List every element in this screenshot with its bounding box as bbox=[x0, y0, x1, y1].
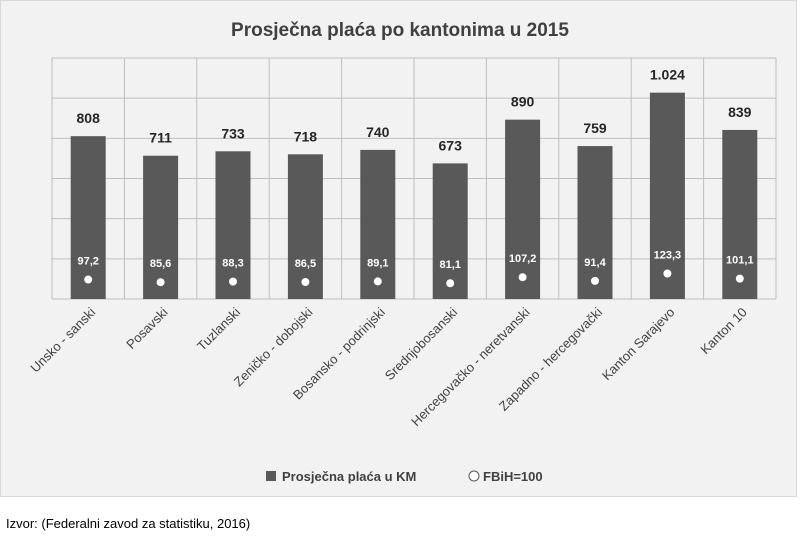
legend-marker-swatch bbox=[468, 470, 480, 482]
index-value-label: 101,1 bbox=[726, 255, 754, 267]
chart-title: Prosječna plaća po kantonima u 2015 bbox=[231, 20, 569, 41]
index-marker bbox=[590, 275, 600, 286]
index-value-label: 86,5 bbox=[295, 258, 316, 270]
bar-value-label: 733 bbox=[221, 125, 245, 141]
source-note: Izvor: (Federalni zavod za statistiku, 2… bbox=[6, 516, 251, 531]
bar bbox=[432, 163, 468, 299]
index-marker bbox=[83, 274, 94, 285]
bar-value-label: 808 bbox=[77, 110, 101, 126]
bar-chart: Prosječna plaća po kantonima u 2015 808 97… bbox=[27, 20, 777, 484]
category-label: Srednjobosanski bbox=[382, 304, 461, 383]
index-value-label: 81,1 bbox=[439, 259, 460, 271]
bar bbox=[143, 155, 179, 299]
legend-marker-label: FBiH=100 bbox=[483, 469, 543, 484]
category-label: Kanton Sarajevo bbox=[599, 305, 678, 384]
index-value-label: 89,1 bbox=[367, 257, 388, 269]
index-value-label: 91,4 bbox=[584, 257, 606, 269]
bar bbox=[577, 146, 613, 299]
bar-value-label: 740 bbox=[366, 124, 390, 140]
legend-bar-label: Prosječna plaća u KM bbox=[282, 469, 416, 484]
category-label: Hercegovačko - neretvanski bbox=[408, 304, 533, 429]
index-marker bbox=[155, 277, 166, 288]
index-marker bbox=[517, 272, 528, 283]
index-value-label: 88,3 bbox=[222, 258, 243, 270]
bar-value-label: 839 bbox=[728, 104, 752, 120]
index-marker bbox=[445, 278, 456, 289]
bar-value-label: 759 bbox=[583, 120, 607, 136]
index-marker bbox=[662, 268, 673, 279]
category-label: Posavski bbox=[123, 304, 170, 351]
bar bbox=[505, 119, 541, 299]
category-label: Zeničko - dobojski bbox=[231, 304, 316, 389]
bar-value-label: 673 bbox=[439, 137, 463, 153]
bar bbox=[70, 136, 106, 299]
bar-value-label: 711 bbox=[149, 130, 172, 146]
index-marker bbox=[372, 276, 383, 287]
bar-value-label: 890 bbox=[511, 94, 535, 110]
index-value-label: 97,2 bbox=[77, 256, 98, 268]
category-label: Unsko - sanski bbox=[27, 304, 98, 375]
bar bbox=[360, 149, 396, 299]
index-marker bbox=[734, 273, 745, 284]
index-marker bbox=[228, 276, 238, 287]
bar bbox=[287, 154, 323, 299]
index-value-label: 107,2 bbox=[509, 253, 537, 265]
index-value-label: 85,6 bbox=[150, 258, 171, 270]
bar bbox=[722, 129, 758, 299]
index-marker bbox=[300, 276, 311, 287]
bar bbox=[649, 92, 685, 299]
bar-value-label: 718 bbox=[294, 128, 318, 144]
legend-bar-swatch bbox=[266, 471, 276, 481]
index-value-label: 123,3 bbox=[654, 250, 682, 262]
bar-value-label: 1.024 bbox=[650, 67, 685, 83]
category-label: Kanton 10 bbox=[697, 305, 750, 358]
bar bbox=[215, 151, 251, 299]
category-label: Tuzlanski bbox=[194, 304, 243, 353]
